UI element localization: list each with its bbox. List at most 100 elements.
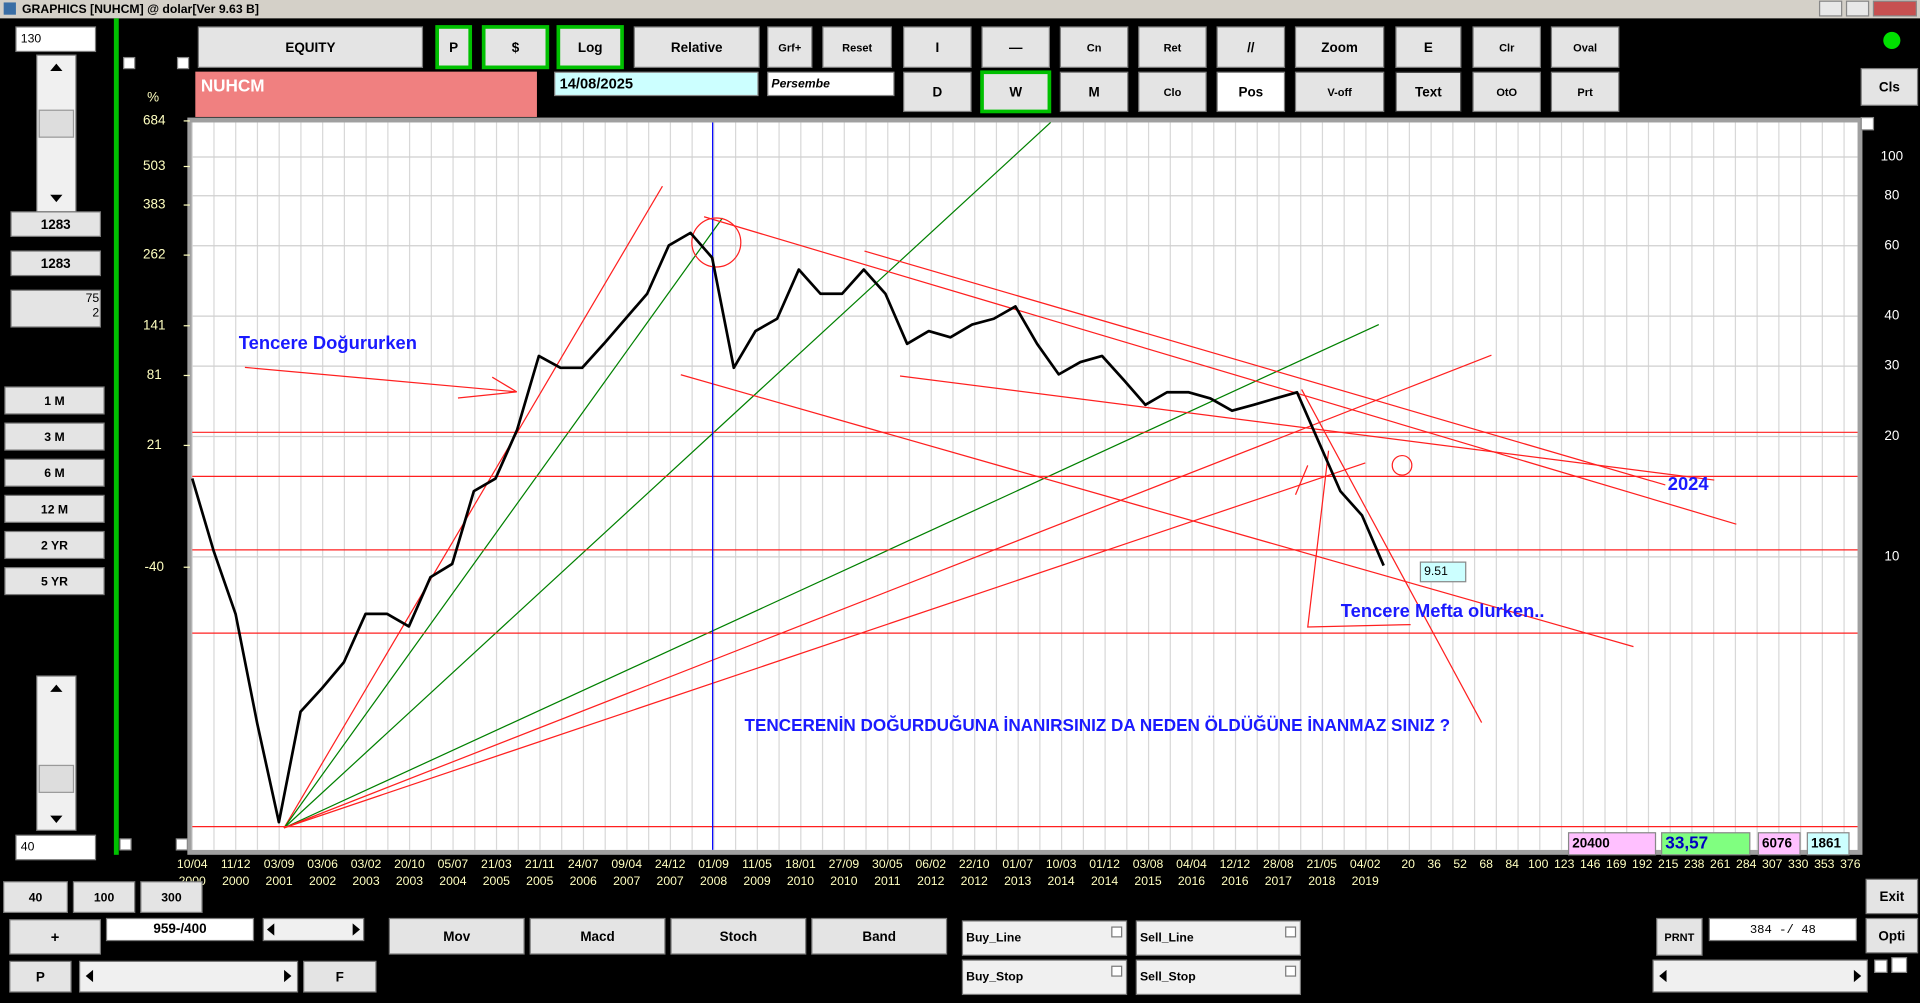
button[interactable] <box>980 70 1052 114</box>
button[interactable] <box>197 26 424 68</box>
period-button[interactable] <box>4 422 105 451</box>
button[interactable] <box>1138 71 1207 113</box>
period-button[interactable] <box>4 567 105 596</box>
button[interactable] <box>1138 26 1207 68</box>
button[interactable] <box>1865 878 1919 915</box>
scrollbar[interactable] <box>262 917 365 942</box>
order-label: Sell_Stop <box>1140 970 1196 984</box>
trendline <box>283 323 1380 829</box>
indicator-button[interactable] <box>670 917 807 955</box>
period-button[interactable] <box>4 458 105 487</box>
button[interactable] <box>1216 26 1286 68</box>
button[interactable] <box>903 71 972 113</box>
zoom-button-label: 100 <box>94 891 115 905</box>
scroll-thumb[interactable] <box>38 109 75 138</box>
info-box <box>10 289 102 328</box>
button[interactable] <box>981 26 1050 68</box>
scrollbar[interactable] <box>1652 959 1868 993</box>
order-button[interactable] <box>1135 959 1302 996</box>
checkbox[interactable] <box>175 838 188 851</box>
button[interactable] <box>556 25 624 70</box>
order-button[interactable] <box>1135 920 1302 956</box>
button[interactable] <box>1059 26 1129 68</box>
counter[interactable] <box>10 250 102 277</box>
x-tick-label: 2016 <box>1178 874 1205 888</box>
scrollbar[interactable] <box>36 675 77 831</box>
order-button[interactable] <box>961 959 1128 996</box>
button[interactable] <box>303 960 377 993</box>
button[interactable] <box>1216 71 1286 113</box>
zoom-button[interactable] <box>140 881 203 913</box>
input[interactable] <box>15 834 97 861</box>
button-label: Clo <box>1164 87 1182 99</box>
button[interactable] <box>822 26 893 68</box>
x-tick-label: 04/04 <box>1176 857 1207 871</box>
indicator-button[interactable] <box>811 917 948 955</box>
button-label: Opti <box>1878 928 1905 943</box>
button[interactable] <box>1472 71 1542 113</box>
checkbox[interactable] <box>1111 965 1123 977</box>
button[interactable] <box>1395 71 1462 113</box>
button[interactable] <box>1059 71 1129 113</box>
checkbox[interactable] <box>1111 926 1123 938</box>
button[interactable] <box>1472 26 1542 68</box>
button[interactable] <box>1550 71 1620 113</box>
indicator-button[interactable] <box>529 917 666 955</box>
y-tick-label: 30 <box>1884 358 1899 373</box>
maximize[interactable] <box>1845 0 1870 17</box>
period-button[interactable] <box>4 386 105 415</box>
button[interactable] <box>1860 67 1919 106</box>
button[interactable] <box>481 25 550 70</box>
button[interactable] <box>1294 26 1385 68</box>
checkbox[interactable] <box>1891 957 1908 973</box>
annotation: 2024 <box>1668 473 1710 494</box>
checkbox[interactable] <box>1874 959 1888 973</box>
button[interactable] <box>9 919 102 955</box>
x-tick-label: 12/12 <box>1220 857 1251 871</box>
order-button[interactable] <box>961 920 1128 956</box>
button-label: P <box>449 40 458 55</box>
controls: EQUITY P $ Log Relative Grf+ Reset I — Cn Ret // Zoo… <box>3 25 1919 996</box>
button[interactable] <box>1294 71 1385 113</box>
period-button[interactable] <box>4 494 105 523</box>
checkbox[interactable] <box>1285 965 1297 977</box>
zoom-button[interactable] <box>3 881 68 913</box>
x-tick-label: 2006 <box>570 874 597 888</box>
minimize[interactable] <box>1818 0 1843 17</box>
range-box <box>105 917 255 942</box>
button[interactable] <box>1656 917 1703 956</box>
x-tick-label: 2003 <box>352 874 379 888</box>
checkbox[interactable] <box>1285 926 1297 938</box>
button[interactable] <box>1865 917 1919 954</box>
scrollbar[interactable] <box>78 960 299 993</box>
x-tick-label: 2011 <box>874 874 901 888</box>
button[interactable] <box>903 26 972 68</box>
button[interactable] <box>1550 26 1620 68</box>
scroll-thumb[interactable] <box>38 764 75 793</box>
zoom-button[interactable] <box>72 881 136 913</box>
x-tick-label: 2005 <box>483 874 510 888</box>
period-button[interactable] <box>4 530 105 560</box>
axis-unit: % <box>147 90 159 105</box>
last-price-box <box>1419 561 1467 583</box>
checkbox[interactable] <box>123 56 136 70</box>
x-tick-label: 2012 <box>917 874 944 888</box>
button[interactable] <box>633 26 760 68</box>
indicator-button[interactable] <box>388 917 525 955</box>
input[interactable] <box>15 26 97 53</box>
close-window[interactable] <box>1872 0 1917 17</box>
indicator-button-label: Stoch <box>720 929 757 944</box>
button[interactable] <box>767 26 813 68</box>
counter[interactable] <box>10 211 102 237</box>
checkbox[interactable] <box>1860 116 1875 131</box>
button[interactable] <box>435 25 473 70</box>
button[interactable] <box>1395 26 1462 68</box>
x-tick-label: 20/10 <box>394 857 425 871</box>
button-label: Ret <box>1164 42 1182 54</box>
date-box[interactable] <box>554 71 759 97</box>
checkbox[interactable] <box>119 838 132 851</box>
button-label: Pos <box>1238 85 1263 100</box>
checkbox[interactable] <box>176 56 190 70</box>
trendline <box>283 185 663 829</box>
button[interactable] <box>9 960 72 993</box>
